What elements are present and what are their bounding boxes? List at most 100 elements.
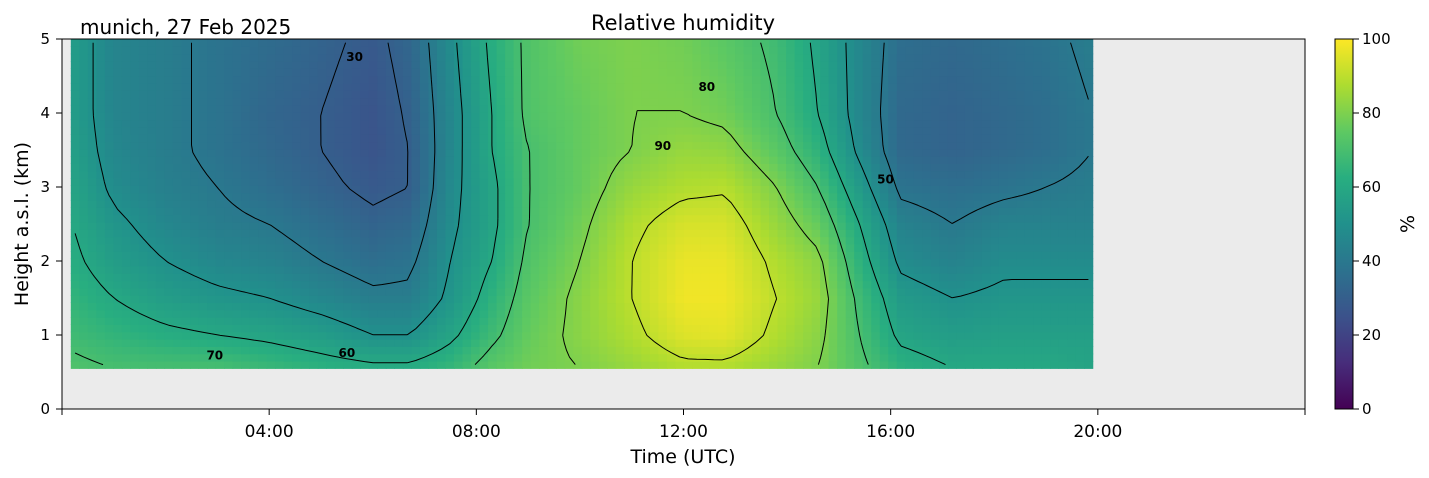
heatmap-cell [343, 243, 353, 252]
heatmap-cell [615, 229, 625, 238]
heatmap-cell [632, 90, 642, 99]
heatmap-cell [896, 192, 906, 201]
heatmap-cell [241, 221, 251, 230]
heatmap-cell [505, 119, 515, 128]
heatmap-cell [675, 126, 685, 135]
heatmap-cell [513, 156, 523, 164]
heatmap-cell [1075, 236, 1085, 245]
heatmap-cell [411, 134, 421, 143]
heatmap-cell [113, 156, 123, 164]
heatmap-cell [828, 82, 838, 91]
heatmap-cell [573, 243, 583, 252]
heatmap-cell [1041, 178, 1051, 186]
heatmap-cell [241, 90, 251, 99]
heatmap-cell [1024, 178, 1034, 186]
heatmap-cell [462, 141, 472, 150]
heatmap-cell [436, 192, 447, 201]
heatmap-cell [104, 265, 114, 274]
heatmap-cell [385, 178, 395, 186]
heatmap-cell [428, 104, 438, 113]
heatmap-cell [462, 90, 472, 99]
heatmap-cell [377, 360, 387, 369]
heatmap-cell [360, 229, 370, 238]
heatmap-cell [666, 104, 676, 113]
heatmap-cell [666, 60, 676, 69]
heatmap-cell [692, 353, 702, 362]
heatmap-cell [760, 112, 770, 121]
heatmap-cell [172, 148, 183, 157]
heatmap-cell [658, 229, 668, 238]
heatmap-cell [428, 112, 438, 121]
heatmap-cell [624, 126, 634, 135]
heatmap-cell [973, 163, 983, 172]
heatmap-cell [241, 82, 251, 91]
heatmap-cell [990, 258, 1000, 267]
heatmap-cell [79, 360, 89, 369]
heatmap-cell [615, 317, 625, 325]
heatmap-cell [241, 360, 251, 369]
heatmap-cell [368, 324, 378, 333]
heatmap-cell [164, 104, 174, 113]
heatmap-cell [547, 221, 557, 230]
heatmap-cell [828, 287, 838, 296]
heatmap-cell [471, 221, 481, 230]
heatmap-cell [675, 68, 685, 77]
heatmap-cell [411, 346, 421, 355]
heatmap-cell [854, 119, 864, 128]
heatmap-cell [505, 199, 515, 208]
heatmap-cell [130, 75, 140, 84]
heatmap-cell [513, 192, 523, 201]
heatmap-cell [1041, 185, 1051, 194]
heatmap-cell [658, 156, 668, 164]
heatmap-cell [190, 221, 200, 230]
heatmap-cell [232, 236, 242, 245]
heatmap-cell [607, 126, 617, 135]
heatmap-cell [1033, 280, 1043, 289]
heatmap-cell [905, 170, 915, 179]
heatmap-cell [530, 141, 540, 150]
heatmap-cell [735, 170, 745, 179]
heatmap-cell [998, 68, 1009, 77]
heatmap-cell [675, 280, 685, 289]
heatmap-cell [769, 134, 779, 143]
heatmap-cell [258, 287, 268, 296]
heatmap-cell [317, 119, 327, 128]
heatmap-cell [735, 243, 745, 252]
heatmap-cell [556, 287, 566, 296]
heatmap-cell [147, 192, 157, 201]
heatmap-cell [803, 185, 813, 194]
heatmap-cell [522, 163, 532, 172]
heatmap-cell [675, 339, 685, 347]
heatmap-cell [1007, 141, 1017, 150]
heatmap-cell [121, 178, 132, 186]
heatmap-cell [368, 295, 378, 304]
heatmap-cell [241, 324, 251, 333]
heatmap-cell [692, 273, 702, 282]
heatmap-cell [922, 82, 932, 91]
heatmap-cell [888, 90, 898, 99]
heatmap-cell [479, 170, 489, 179]
heatmap-cell [530, 112, 540, 121]
heatmap-cell [573, 170, 583, 179]
heatmap-cell [700, 229, 711, 238]
heatmap-cell [862, 141, 872, 150]
heatmap-cell [1058, 82, 1068, 91]
heatmap-cell [385, 185, 395, 194]
heatmap-cell [317, 339, 327, 347]
heatmap-cell [488, 360, 498, 369]
heatmap-cell [1084, 148, 1094, 157]
heatmap-cell [317, 156, 327, 164]
heatmap-cell [343, 156, 353, 164]
heatmap-cell [922, 221, 932, 230]
heatmap-cell [649, 199, 659, 208]
heatmap-cell [121, 185, 132, 194]
heatmap-cell [658, 258, 668, 267]
heatmap-cell [981, 119, 992, 128]
heatmap-cell [121, 119, 132, 128]
heatmap-cell [522, 104, 532, 113]
heatmap-cell [164, 360, 174, 369]
heatmap-cell [615, 331, 625, 340]
heatmap-cell [530, 185, 540, 194]
heatmap-cell [428, 295, 438, 304]
heatmap-cell [905, 185, 915, 194]
